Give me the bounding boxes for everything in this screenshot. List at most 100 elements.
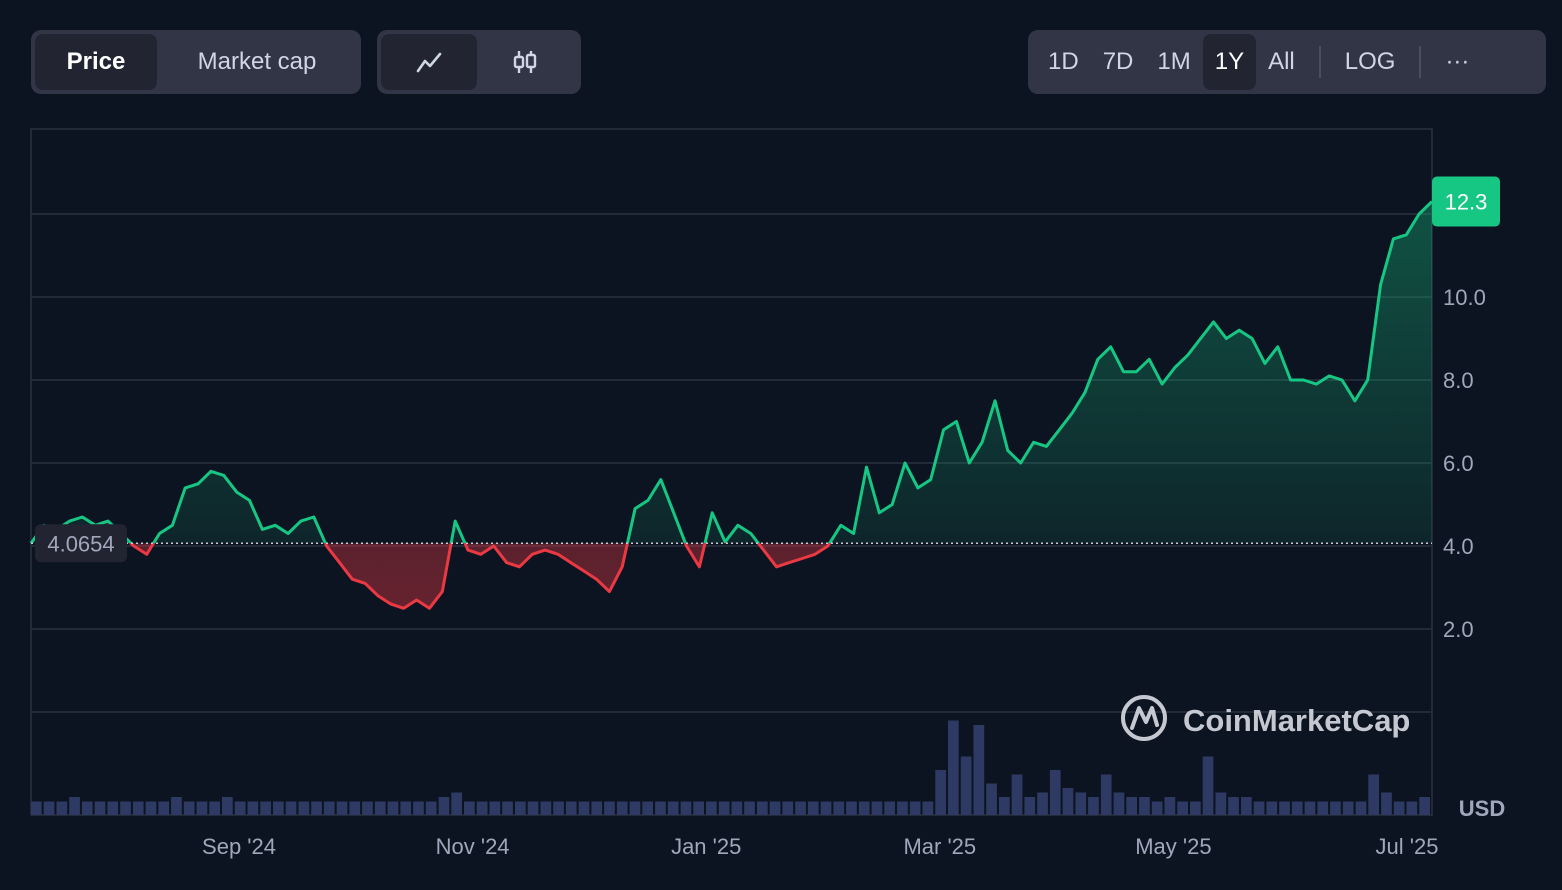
volume-bar xyxy=(1100,774,1112,815)
volume-bar xyxy=(1342,801,1354,815)
volume-bar xyxy=(1088,797,1099,815)
volume-bar xyxy=(438,797,450,815)
volume-bar xyxy=(81,801,93,815)
log-scale-toggle[interactable]: LOG xyxy=(1344,48,1396,75)
volume-bar xyxy=(1011,774,1023,815)
range-1d[interactable]: 1D xyxy=(1048,48,1079,75)
coinmarketcap-logo-icon xyxy=(1121,695,1167,741)
range-1y[interactable]: 1Y xyxy=(1202,34,1257,90)
volume-bar xyxy=(1406,801,1418,815)
volume-bar xyxy=(1330,801,1341,815)
volume-bar xyxy=(795,801,806,815)
volume-bar xyxy=(413,801,424,815)
volume-bar xyxy=(1291,801,1303,815)
volume-bar xyxy=(871,801,883,815)
range-all[interactable]: All xyxy=(1268,48,1295,75)
candlestick-chart-button[interactable] xyxy=(477,34,573,90)
volume-bar xyxy=(706,801,717,815)
volume-bar xyxy=(1215,792,1227,815)
volume-bar xyxy=(846,801,857,815)
volume-bar xyxy=(1228,797,1239,815)
volume-bar xyxy=(489,801,501,815)
volume-bar xyxy=(1151,801,1163,815)
volume-bar xyxy=(132,801,144,815)
volume-bar xyxy=(145,801,157,815)
volume-bar xyxy=(960,756,972,815)
volume-bar xyxy=(1241,797,1252,815)
volume-bar xyxy=(1177,801,1188,815)
area-above-baseline xyxy=(31,201,1432,544)
line-chart-button[interactable] xyxy=(381,34,477,90)
volume-bar xyxy=(31,801,42,815)
baseline-label: 4.0654 xyxy=(47,531,114,556)
volume-bar xyxy=(323,801,335,815)
volume-bar xyxy=(948,720,959,815)
volume-bar xyxy=(565,801,577,815)
volume-bar xyxy=(171,797,182,815)
volume-bar xyxy=(820,801,832,815)
volume-bar xyxy=(667,801,679,815)
volume-bar xyxy=(1393,801,1405,815)
volume-bar xyxy=(1049,770,1061,815)
volume-bar xyxy=(1113,792,1125,815)
baseline-badge: 4.0654 xyxy=(35,524,127,563)
tab-price[interactable]: Price xyxy=(35,34,157,90)
more-options-button[interactable]: ··· xyxy=(1445,48,1470,75)
volume-bar xyxy=(464,801,475,815)
volume-bar xyxy=(757,801,768,815)
volume-bar xyxy=(336,801,348,815)
volume-bar xyxy=(782,801,794,815)
volume-bar xyxy=(209,801,220,815)
volume-bar xyxy=(986,783,997,815)
volume-bar xyxy=(1126,797,1137,815)
x-tick-label: Mar '25 xyxy=(903,834,976,859)
chart-type-tabs: Price Market cap xyxy=(31,30,361,94)
volume-bar xyxy=(158,801,170,815)
volume-bar xyxy=(260,801,271,815)
range-7d[interactable]: 7D xyxy=(1102,48,1134,75)
volume-bar xyxy=(502,801,513,815)
volume-bar xyxy=(349,801,361,815)
volume-bar xyxy=(1037,792,1048,815)
volume-bar xyxy=(196,801,208,815)
volume-bar xyxy=(1304,801,1316,815)
volume-bar xyxy=(527,801,539,815)
volume-bar xyxy=(311,801,322,815)
volume-bar xyxy=(1368,774,1379,815)
volume-bar xyxy=(1139,797,1150,815)
volume-bar xyxy=(374,801,386,815)
y-axis-ticks: 2.0 4.0 6.0 8.0 10.0 xyxy=(1443,285,1486,642)
volume-bar xyxy=(909,801,921,815)
volume-bar xyxy=(973,725,985,815)
y-tick-label: 8.0 xyxy=(1443,368,1474,393)
volume-bar xyxy=(935,770,946,815)
volume-bar xyxy=(222,797,233,815)
y-tick-label: 4.0 xyxy=(1443,534,1474,559)
volume-bar xyxy=(1075,792,1087,815)
volume-bar xyxy=(807,801,819,815)
volume-bar xyxy=(1024,797,1036,815)
volume-bar xyxy=(451,792,462,815)
currency-label: USD xyxy=(1459,796,1505,821)
volume-bar xyxy=(234,801,246,815)
volume-bar xyxy=(1190,801,1201,815)
volume-bar xyxy=(43,801,55,815)
range-1m[interactable]: 1M xyxy=(1157,48,1191,75)
volume-bar xyxy=(1419,797,1430,815)
volume-bar xyxy=(94,801,106,815)
time-range-selector: 1D 7D 1M 1Y All LOG ··· xyxy=(1028,30,1546,94)
volume-bar xyxy=(833,801,845,815)
watermark-text: CoinMarketCap xyxy=(1183,703,1410,738)
watermark: CoinMarketCap xyxy=(1121,695,1410,741)
tab-market-cap[interactable]: Market cap xyxy=(197,48,317,75)
volume-bar xyxy=(285,801,297,815)
volume-bar xyxy=(1355,801,1367,815)
volume-bar xyxy=(744,801,755,815)
volume-bar xyxy=(897,801,908,815)
x-axis-ticks: Sep '24 Nov '24 Jan '25 Mar '25 May '25 Jul '… xyxy=(202,834,1438,859)
area-below-baseline xyxy=(31,543,1432,609)
volume-bar xyxy=(1253,801,1265,815)
volume-bar xyxy=(1062,788,1074,815)
line-chart-icon xyxy=(416,52,442,73)
